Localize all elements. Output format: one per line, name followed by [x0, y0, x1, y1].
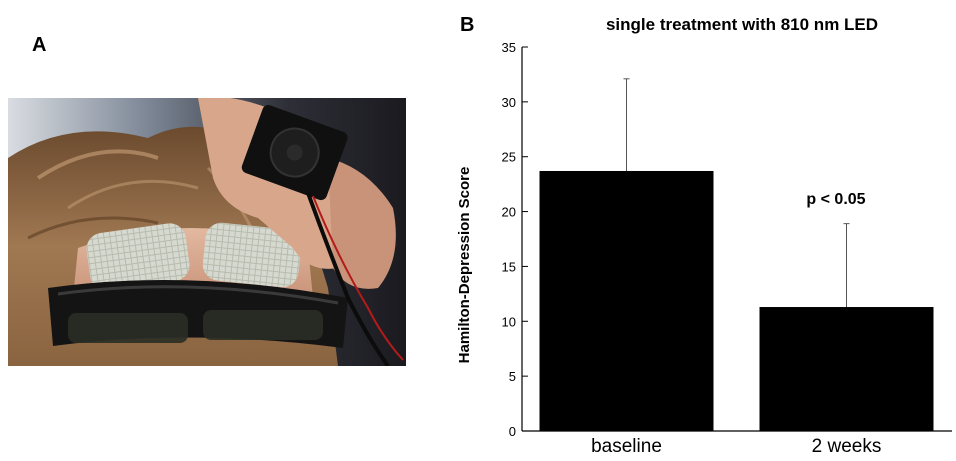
- chart-title: single treatment with 810 nm LED: [606, 15, 878, 34]
- x-tick-label: baseline: [591, 436, 662, 456]
- panel-label-b: B: [460, 14, 475, 36]
- bar: [759, 307, 934, 431]
- y-axis-ticks: 0 5 10 15 20 25 30 35: [502, 40, 528, 439]
- y-axis-label: Hamilton-Depression Score: [456, 167, 473, 364]
- x-axis-ticks: baseline 2 weeks: [591, 436, 882, 457]
- significance-annotation: p < 0.05: [806, 191, 865, 208]
- bar: [539, 170, 714, 431]
- y-tick-label: 15: [502, 259, 516, 274]
- y-tick-label: 0: [509, 424, 516, 439]
- error-bars: [623, 78, 850, 308]
- y-tick-label: 5: [509, 369, 516, 384]
- x-tick-label: 2 weeks: [812, 436, 882, 456]
- led-treatment-photo-illustration: [8, 98, 406, 366]
- y-tick-label: 10: [502, 314, 516, 329]
- y-tick-label: 30: [502, 95, 516, 110]
- panel-label-a: A: [32, 34, 47, 56]
- y-tick-label: 25: [502, 150, 516, 165]
- y-tick-label: 20: [502, 205, 516, 220]
- y-tick-label: 35: [502, 40, 516, 55]
- bars: [539, 170, 934, 431]
- led-treatment-photo: [8, 98, 406, 366]
